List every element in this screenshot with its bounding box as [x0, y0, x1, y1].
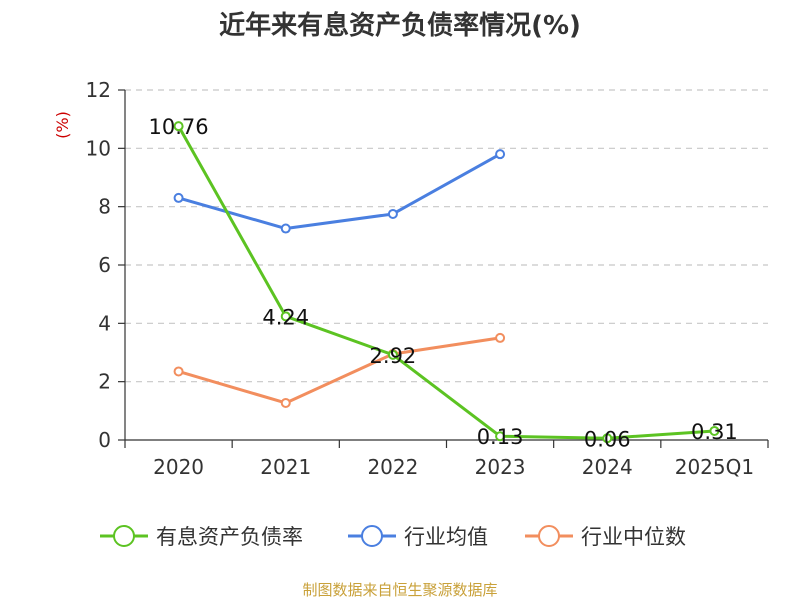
data-labels: 10.76 4.24 2.92 0.13 0.06 0.31: [149, 115, 738, 451]
y-tick-label: 12: [86, 78, 111, 102]
y-tick-label: 8: [98, 195, 111, 219]
legend-label: 有息资产负债率: [156, 525, 303, 549]
legend-marker: [361, 525, 383, 547]
series-point-1[interactable]: [280, 223, 291, 234]
x-tick-label: 2024: [582, 455, 633, 479]
y-tick-label: 2: [98, 370, 111, 394]
y-tick-label: 4: [98, 311, 111, 335]
series-point-1[interactable]: [495, 149, 506, 160]
series-point-0[interactable]: [495, 431, 506, 442]
x-tick-label: 2020: [153, 455, 204, 479]
series-line-2: [178, 336, 501, 405]
legend-label: 行业中位数: [581, 525, 686, 549]
series-line-0: [177, 125, 715, 440]
series-point-0[interactable]: [173, 121, 184, 132]
series-line-1: [178, 152, 501, 231]
series-point-1[interactable]: [387, 208, 398, 219]
x-tick-label: 2025Q1: [675, 455, 754, 479]
axes: 0 2 4 6 8 10 12 2020 2021 2022 2023 2024 2025Q1: [86, 78, 769, 479]
grid-lines: [125, 89, 768, 383]
y-tick-label: 0: [98, 428, 111, 452]
data-label: 10.76: [149, 115, 209, 139]
legend-item-0[interactable]: 有息资产负债率: [100, 525, 303, 549]
data-label: 0.13: [477, 425, 524, 449]
x-tick-label: 2022: [367, 455, 418, 479]
series-point-2[interactable]: [280, 397, 291, 408]
legend-marker: [113, 525, 135, 547]
x-tick-label: 2023: [475, 455, 526, 479]
series-layer: [173, 121, 720, 444]
legend-item-1[interactable]: 行业均值: [348, 525, 488, 549]
source-note: 制图数据来自恒生聚源数据库: [302, 581, 497, 599]
chart-title: 近年来有息资产负债率情况(%): [219, 10, 581, 41]
data-label: 2.92: [370, 344, 417, 368]
series-point-2[interactable]: [173, 366, 184, 377]
legend-label: 行业均值: [404, 525, 488, 549]
legend-item-2[interactable]: 行业中位数: [525, 525, 686, 549]
series-point-0[interactable]: [387, 349, 398, 360]
series-point-0[interactable]: [709, 425, 720, 436]
x-tick-label: 2021: [260, 455, 311, 479]
data-label: 0.06: [584, 427, 631, 451]
series-point-2[interactable]: [495, 332, 506, 343]
legend[interactable]: 有息资产负债率 行业均值 行业中位数: [100, 525, 686, 549]
y-tick-label: 10: [86, 136, 111, 160]
y-axis-label: (%): [53, 111, 72, 139]
series-point-0[interactable]: [280, 311, 291, 322]
data-label: 0.31: [691, 420, 738, 444]
legend-marker: [538, 525, 560, 547]
series-point-1[interactable]: [173, 192, 184, 203]
data-label: 4.24: [262, 305, 309, 329]
series-point-0[interactable]: [602, 433, 613, 444]
y-tick-label: 6: [98, 253, 111, 277]
